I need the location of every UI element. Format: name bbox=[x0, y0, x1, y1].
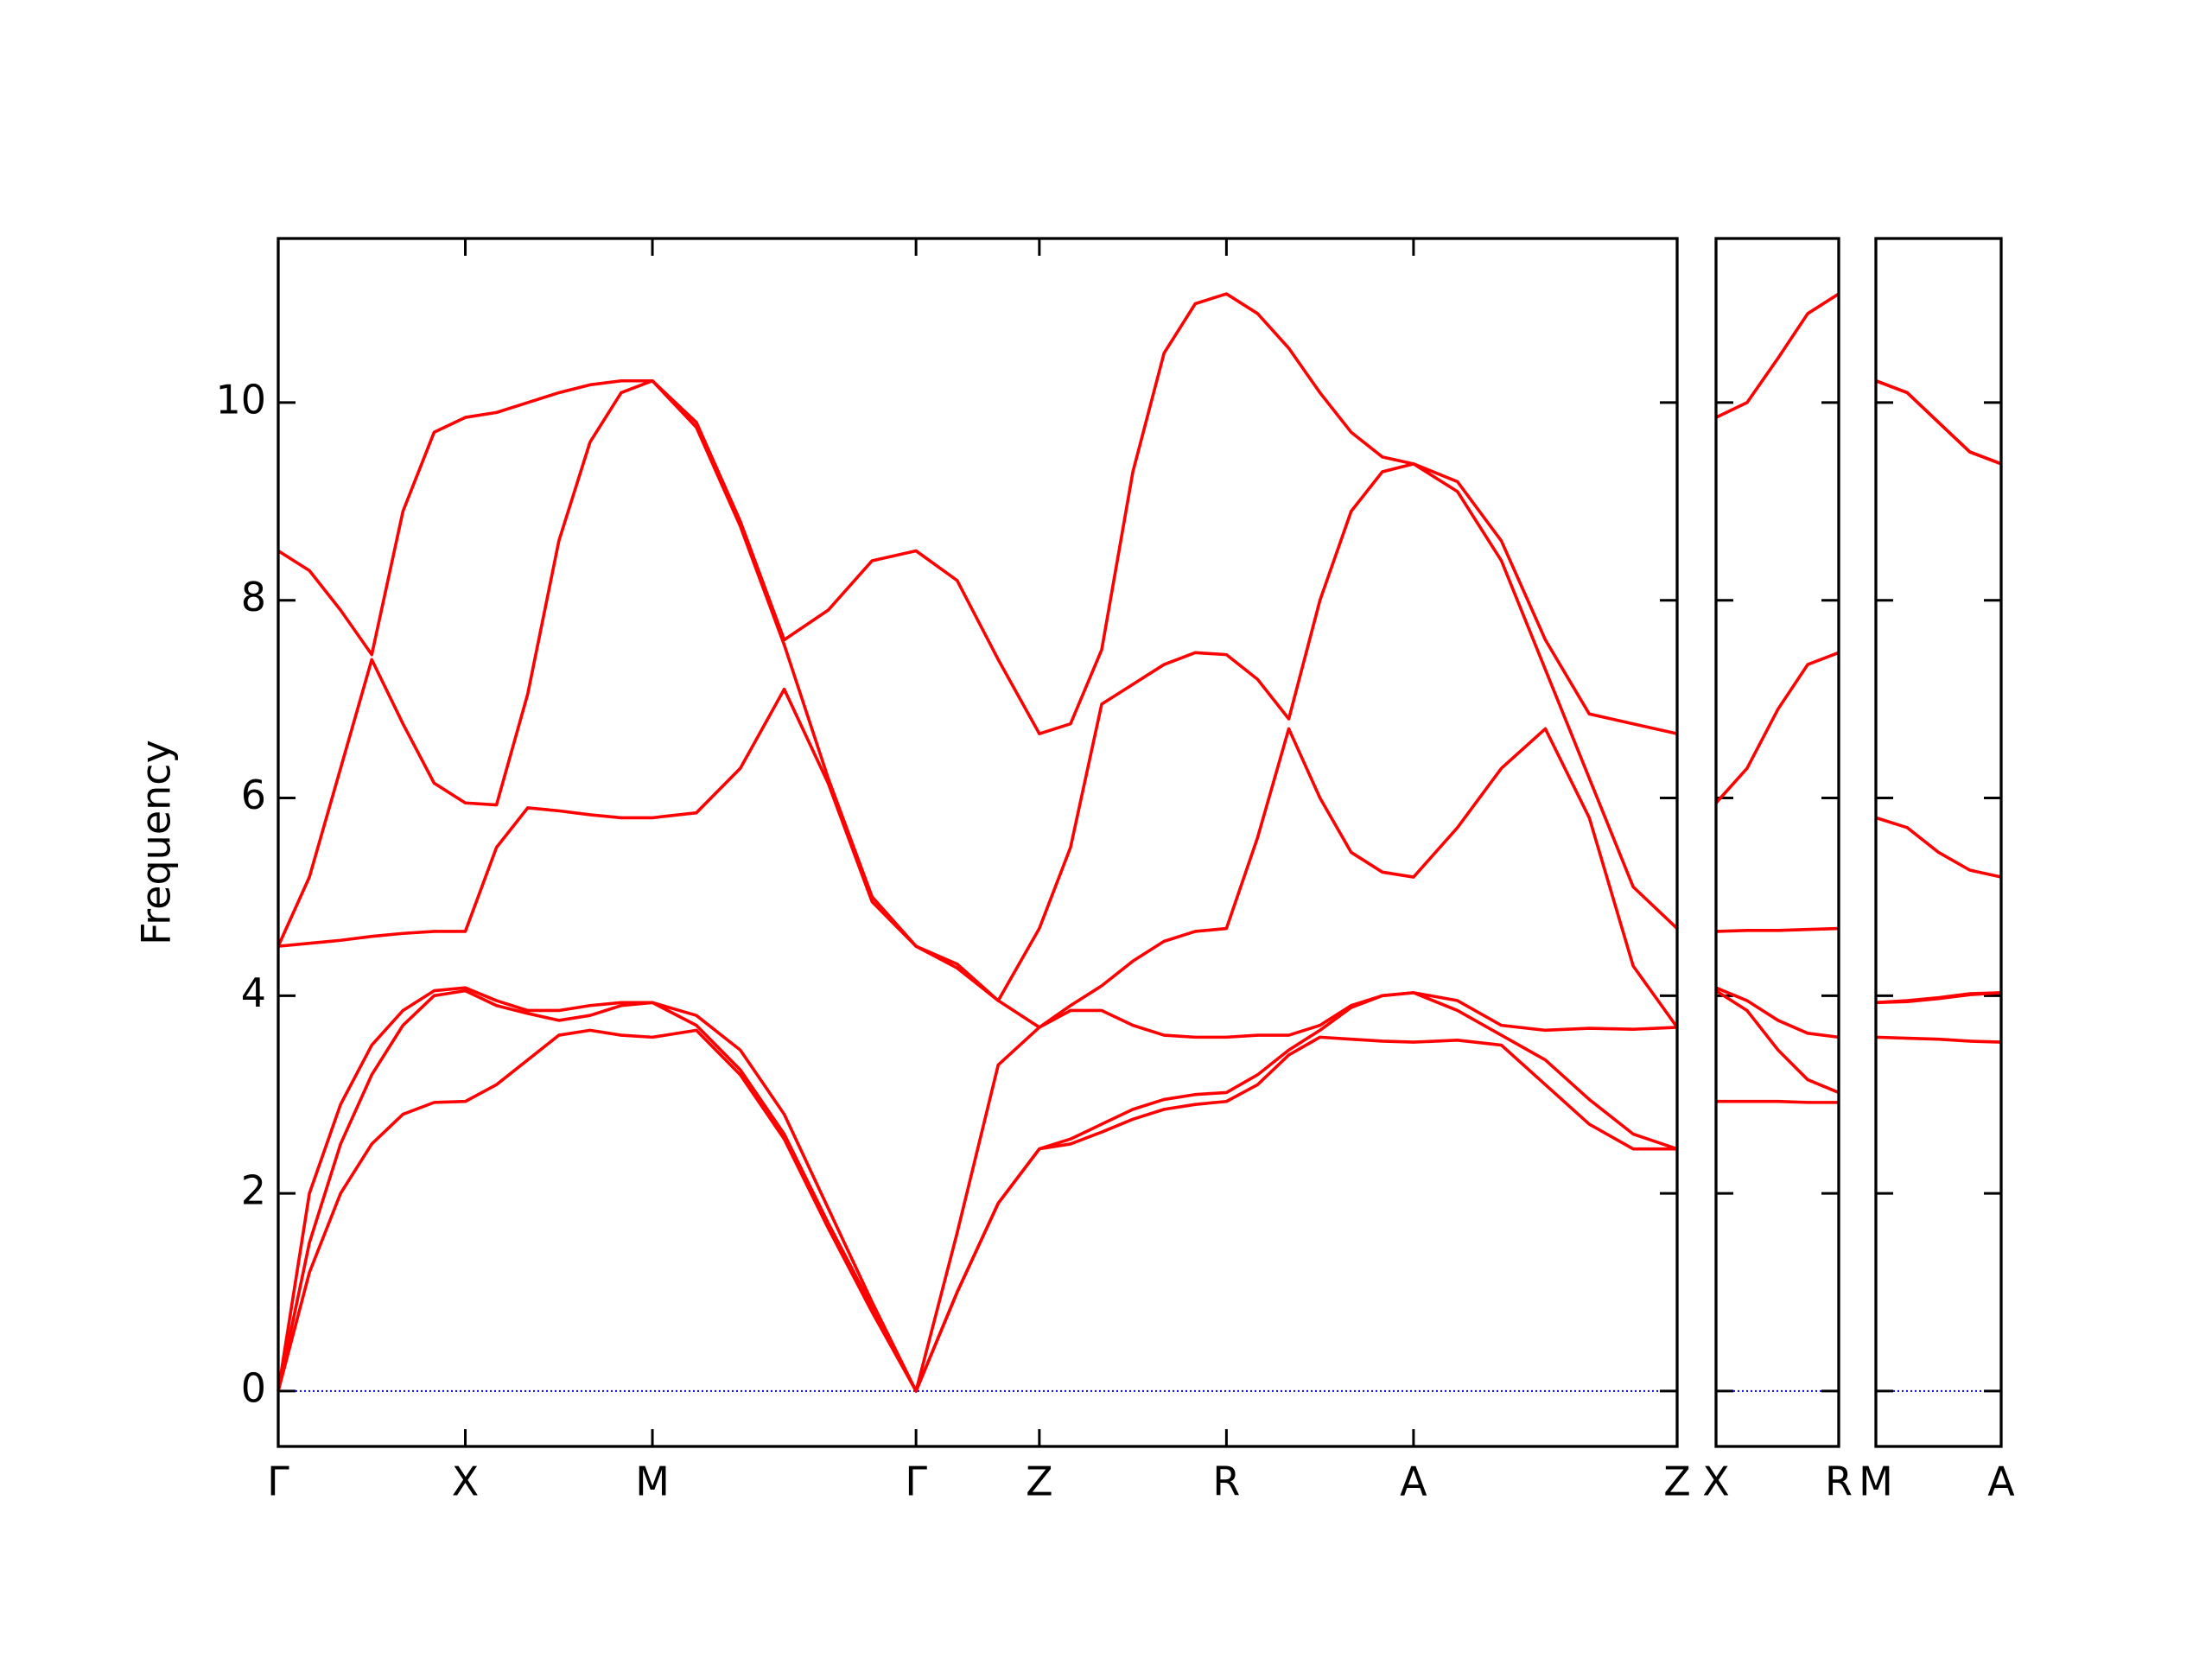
band-line bbox=[1715, 989, 1840, 1095]
axes-frame bbox=[276, 237, 1679, 1448]
band-line bbox=[1715, 986, 1840, 1039]
x-tick-label: X bbox=[452, 1459, 480, 1505]
band-line bbox=[1875, 1035, 2002, 1044]
x-tick-label: R bbox=[1825, 1459, 1853, 1505]
band-line bbox=[1716, 1099, 1839, 1104]
y-axis-label: Frequency bbox=[133, 740, 180, 945]
x-tick-label: Z bbox=[1663, 1459, 1691, 1505]
x-tick-label: M bbox=[1859, 1459, 1893, 1505]
band-line bbox=[277, 687, 1679, 1029]
band-line bbox=[1715, 292, 1840, 419]
y-tick-label: 0 bbox=[241, 1364, 266, 1411]
band-line bbox=[276, 378, 1679, 1002]
x-tick-label: A bbox=[1987, 1459, 2015, 1505]
band-line bbox=[277, 292, 1678, 735]
x-tick-label: Z bbox=[1026, 1459, 1053, 1505]
y-tick-label: 2 bbox=[241, 1167, 266, 1214]
band-line bbox=[276, 1028, 1677, 1393]
band-line bbox=[1875, 991, 2002, 1005]
x-tick-label: A bbox=[1400, 1459, 1427, 1505]
y-tick-label: 4 bbox=[241, 969, 266, 1016]
y-tick-label: 8 bbox=[241, 574, 266, 620]
axes-frame bbox=[1874, 237, 2003, 1448]
band-line bbox=[1875, 379, 2002, 466]
x-tick-label: M bbox=[635, 1459, 670, 1505]
band-line bbox=[1715, 926, 1840, 933]
x-tick-label: Γ bbox=[267, 1459, 289, 1505]
y-tick-label: 6 bbox=[241, 772, 266, 818]
band-line bbox=[276, 986, 1678, 1393]
x-tick-label: Γ bbox=[905, 1459, 927, 1505]
axes-frame bbox=[1714, 237, 1840, 1448]
band-line bbox=[1714, 651, 1840, 804]
band-line bbox=[1875, 816, 2002, 879]
y-tick-label: 10 bbox=[215, 376, 266, 423]
x-tick-label: X bbox=[1702, 1459, 1730, 1505]
band-line bbox=[276, 988, 1678, 1393]
x-tick-label: R bbox=[1212, 1459, 1240, 1505]
